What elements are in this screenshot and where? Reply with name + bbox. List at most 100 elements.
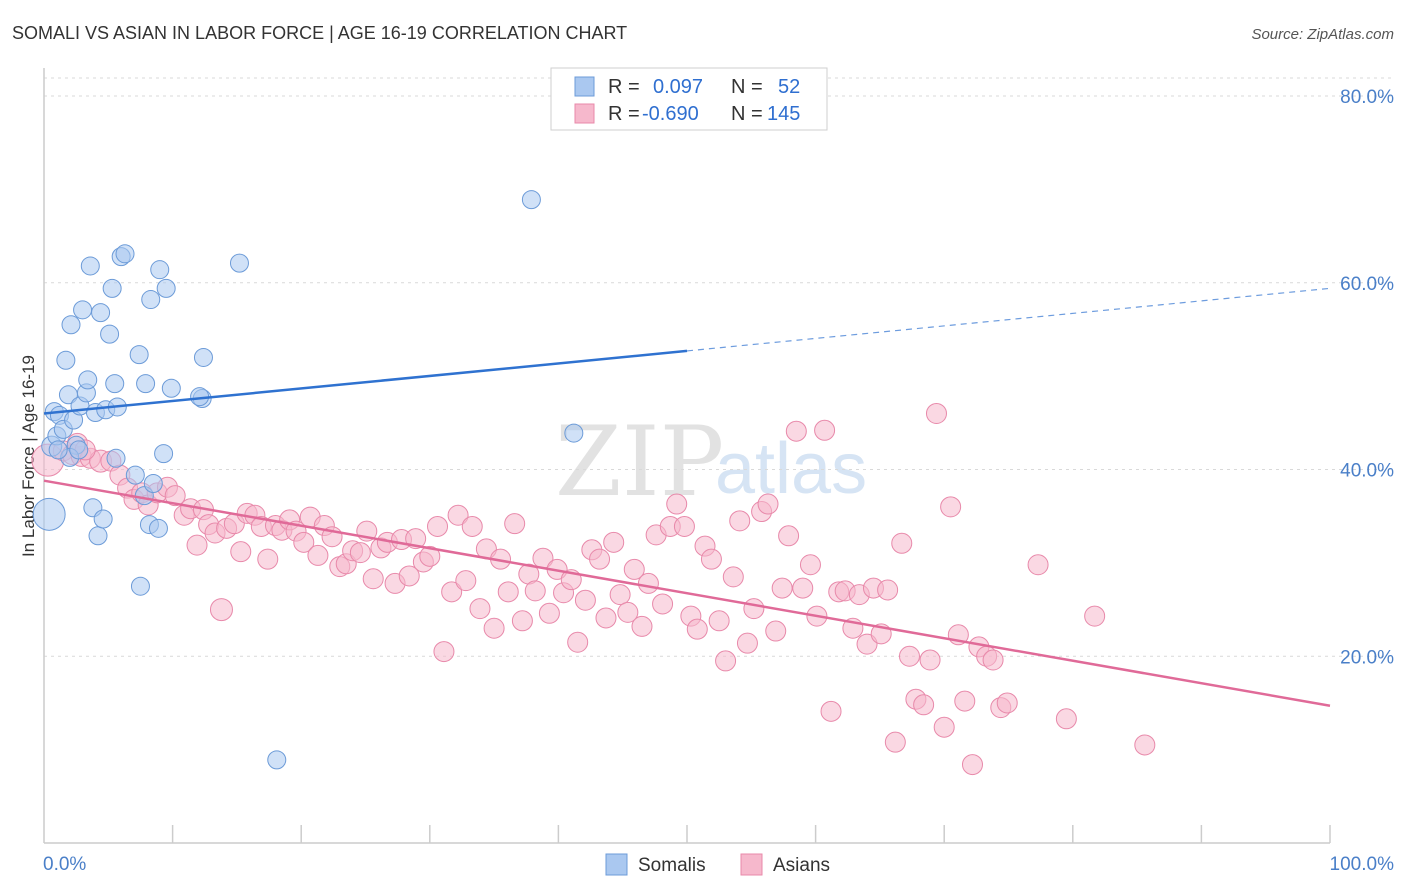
y-tick-label-60: 60.0% — [1340, 274, 1394, 295]
asian-point-33 — [293, 531, 315, 553]
somali-point-22 — [100, 324, 120, 344]
somali-point-40 — [161, 378, 181, 398]
somali-point-20 — [93, 509, 113, 529]
asian-point-136 — [1084, 605, 1106, 627]
bottom-legend-swatch-asians — [740, 853, 763, 876]
somali-point-38 — [154, 444, 174, 464]
asian-point-119 — [898, 645, 920, 667]
asian-point-121 — [913, 694, 935, 716]
legend-asian-n-label: N = — [731, 103, 763, 125]
somali-point-51 — [69, 440, 89, 460]
somali-point-44 — [229, 253, 249, 273]
asian-point-73 — [574, 589, 596, 611]
somali-point-46 — [521, 190, 541, 210]
asian-point-63 — [504, 513, 526, 535]
asian-point-51 — [419, 545, 441, 567]
chart-title: SOMALI VS ASIAN IN LABOR FORCE | AGE 16-… — [12, 23, 627, 43]
somali-point-39 — [156, 278, 176, 298]
asian-point-127 — [954, 690, 976, 712]
asian-point-55 — [447, 504, 469, 526]
asian-point-97 — [743, 598, 765, 620]
asian-point-94 — [722, 566, 744, 588]
watermark-atlas: atlas — [715, 429, 867, 509]
y-axis-label: In Labor Force | Age 16-19 — [19, 355, 38, 557]
asian-point-103 — [785, 420, 807, 442]
asian-point-84 — [652, 593, 674, 615]
asian-point-68 — [538, 602, 560, 624]
asian-point-96 — [736, 632, 758, 654]
legend-somali-r-label: R = — [608, 76, 640, 98]
asian-point-123 — [925, 402, 947, 424]
somali-point-24 — [105, 374, 125, 394]
asians-points — [31, 402, 1156, 776]
somali-point-27 — [115, 244, 135, 264]
somali-point-6 — [56, 350, 76, 370]
asian-point-131 — [982, 649, 1004, 671]
y-tick-labels: 20.0% 40.0% 60.0% 80.0% — [1340, 87, 1394, 668]
asian-point-113 — [856, 633, 878, 655]
somali-point-35 — [143, 474, 163, 494]
y-tick-label-40: 40.0% — [1340, 461, 1394, 482]
asian-trend-line — [43, 479, 1331, 707]
bottom-legend-label-somalis: Somalis — [638, 855, 706, 876]
asian-point-137 — [1134, 734, 1156, 756]
asian-point-62 — [497, 581, 519, 603]
asian-point-76 — [595, 607, 617, 629]
grid-lines — [44, 77, 1394, 657]
asian-point-77 — [603, 531, 625, 553]
legend-asian-r-value: -0.690 — [642, 103, 699, 125]
asian-point-75 — [589, 548, 611, 570]
asian-point-100 — [765, 620, 787, 642]
asian-point-104 — [792, 577, 814, 599]
watermark-zip: ZIP — [555, 406, 724, 518]
asian-point-107 — [814, 419, 836, 441]
y-tick-label-20: 20.0% — [1340, 647, 1394, 668]
asian-point-28 — [257, 548, 279, 570]
somali-point-8 — [61, 315, 81, 335]
asian-point-78 — [609, 584, 631, 606]
legend-asian-r-label: R = — [608, 103, 640, 125]
bottom-legend-label-asians: Asians — [773, 855, 830, 876]
somali-point-0 — [32, 497, 66, 531]
asian-point-101 — [771, 577, 793, 599]
legend-swatch-somali — [574, 76, 595, 97]
asian-point-79 — [617, 601, 639, 623]
somali-point-19 — [91, 303, 111, 323]
asian-point-60 — [483, 617, 505, 639]
asian-point-105 — [799, 554, 821, 576]
asian-point-95 — [729, 510, 751, 532]
asian-point-93 — [715, 650, 737, 672]
somali-point-30 — [130, 576, 150, 596]
asian-point-14 — [164, 485, 186, 507]
asian-point-118 — [891, 532, 913, 554]
legend-asian-n-value: 145 — [767, 103, 800, 125]
bottom-legend: Somalis Asians — [605, 853, 830, 876]
somali-point-45 — [267, 750, 287, 770]
bottom-legend-swatch-somalis — [605, 853, 628, 876]
x-tick-marks — [171, 825, 1331, 843]
asian-point-122 — [919, 649, 941, 671]
asian-point-52 — [427, 515, 449, 537]
asian-point-92 — [708, 610, 730, 632]
somali-point-49 — [106, 448, 126, 468]
asian-point-81 — [631, 615, 653, 637]
asian-point-134 — [1027, 554, 1049, 576]
asian-point-128 — [961, 754, 983, 776]
x-tick-label-max: 100.0% — [1330, 854, 1395, 875]
somali-point-12 — [73, 300, 93, 320]
asian-point-54 — [441, 581, 463, 603]
asian-point-64 — [511, 610, 533, 632]
x-tick-label-min: 0.0% — [43, 854, 86, 875]
top-legend-box — [550, 67, 828, 131]
asian-point-108 — [820, 700, 842, 722]
asian-point-43 — [362, 568, 384, 590]
asian-point-17 — [186, 534, 208, 556]
somali-point-18 — [88, 526, 108, 546]
asian-point-125 — [940, 496, 962, 518]
legend-somali-n-value: 52 — [778, 76, 800, 98]
somali-point-36 — [148, 518, 168, 538]
trend-lines — [43, 287, 1331, 707]
somali-point-34 — [141, 290, 161, 310]
somali-point-14 — [78, 370, 98, 390]
